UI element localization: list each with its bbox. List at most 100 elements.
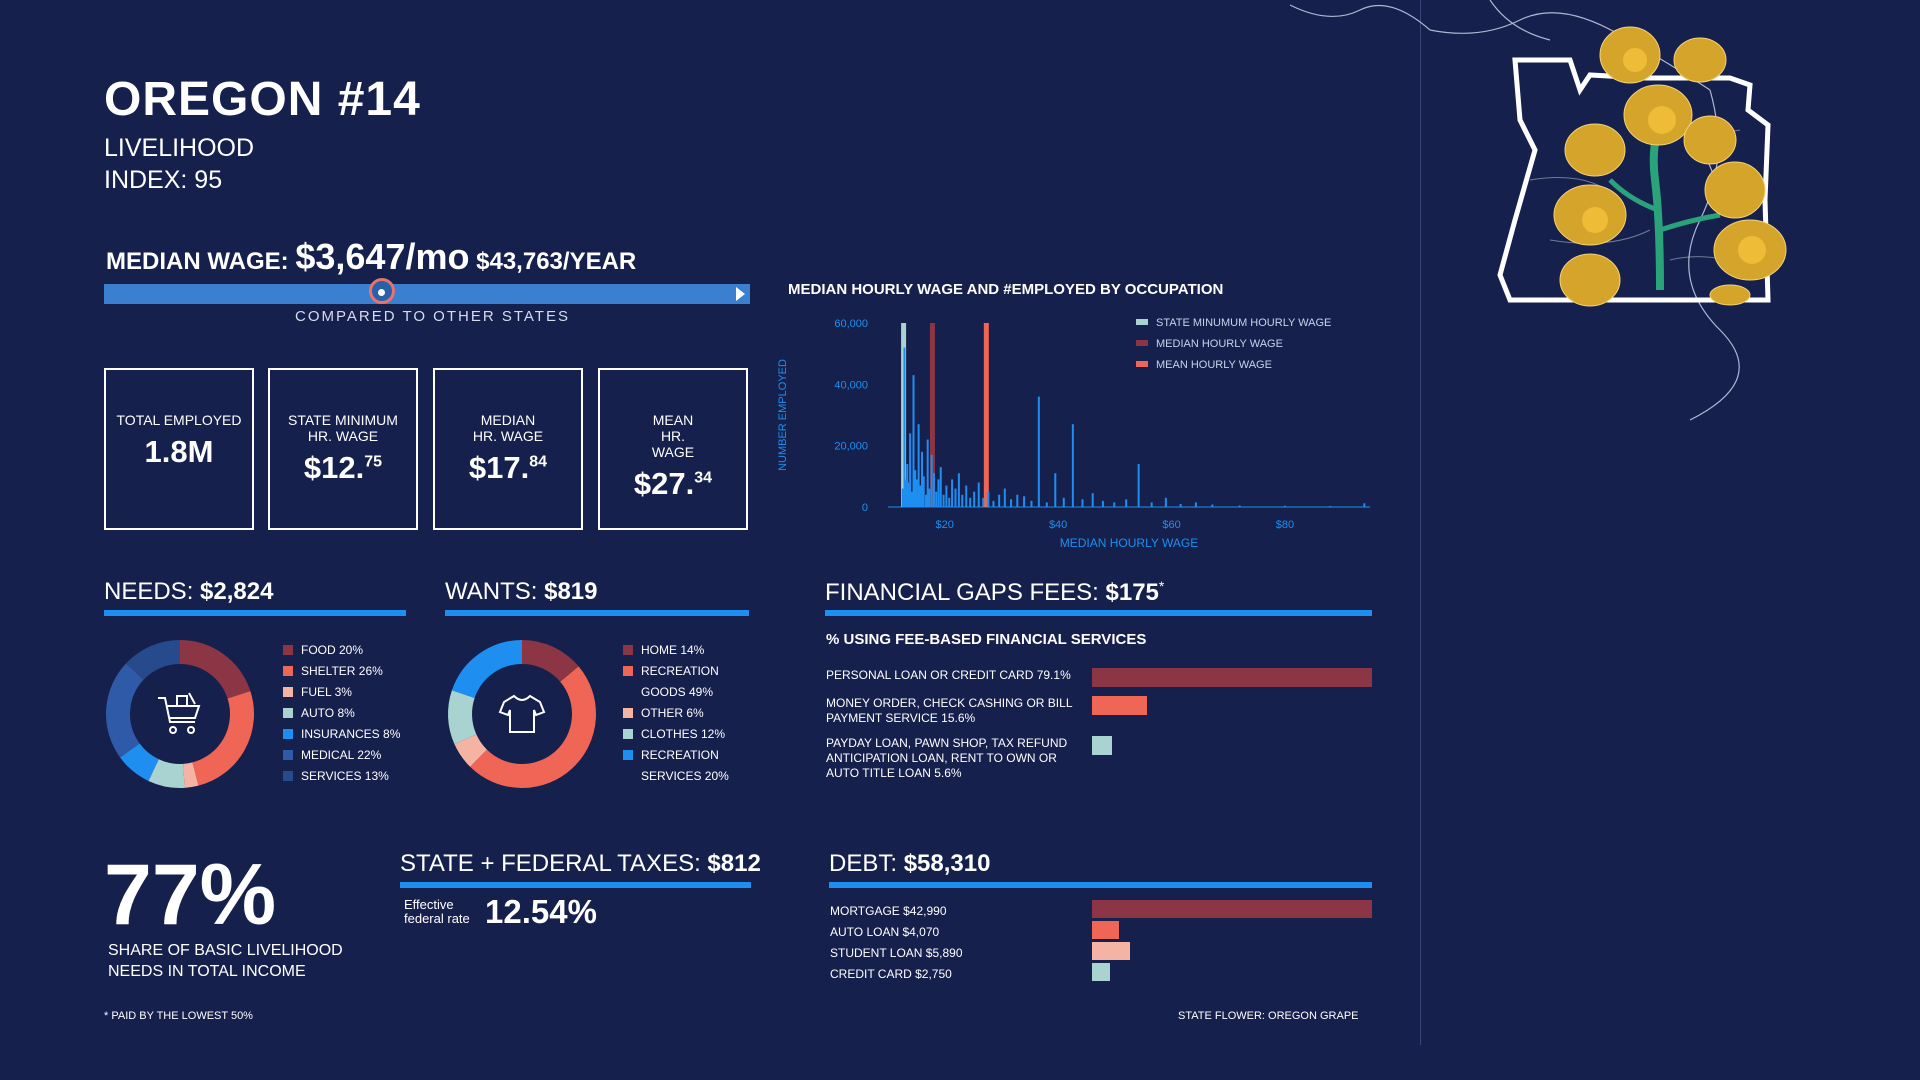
donut-slice (191, 691, 254, 786)
legend-swatch (283, 666, 293, 676)
chart-bar (973, 491, 976, 507)
legend-swatch (283, 750, 293, 760)
x-axis-label: MEDIAN HOURLY WAGE (1060, 536, 1198, 550)
chart-bar (909, 433, 912, 507)
chart-bar (912, 375, 915, 507)
kpi-mean-hourly-wage: MEAN HR. WAGE $27.34 (598, 368, 748, 530)
oregon-state-flower-illustration (1290, 0, 1787, 421)
legend-item: AUTO 8% (283, 703, 400, 724)
legend-swatch (623, 708, 633, 718)
legend-swatch (623, 729, 633, 739)
legend-swatch (283, 708, 293, 718)
share-label: SHARE OF BASIC LIVELIHOOD NEEDS IN TOTAL… (108, 942, 343, 980)
legend-swatch (623, 666, 633, 676)
chart-legend-swatch (1136, 340, 1148, 346)
chart-bar (1194, 502, 1197, 507)
kpi-label: TOTAL EMPLOYED (116, 412, 242, 428)
chart-bar (977, 482, 980, 507)
chart-bar (901, 488, 904, 507)
legend-item: SERVICES 13% (283, 766, 400, 787)
needs-legend: FOOD 20% SHELTER 26% FUEL 3% AUTO 8% INSURAN… (283, 640, 400, 787)
chart-bar (1125, 499, 1128, 507)
chart-bar (965, 485, 968, 507)
chart-bar (935, 491, 938, 507)
chart-bar (910, 491, 913, 507)
legend-item: FUEL 3% (283, 682, 400, 703)
chart-bar (948, 497, 951, 507)
kpi-value: $17.84 (468, 450, 548, 485)
chart-bar (904, 479, 907, 507)
chart-bar (1023, 496, 1026, 507)
donut-slice (182, 762, 199, 788)
chart-bar (1211, 504, 1214, 507)
chart-bar (1179, 503, 1182, 507)
chart-bar (1030, 500, 1033, 507)
chart-bar (1010, 499, 1013, 507)
chart-bar (932, 473, 935, 507)
legend-label: SHELTER 26% (301, 664, 383, 678)
chart-bar (998, 494, 1001, 507)
legend-item: RECREATION SERVICES 20% (623, 745, 751, 787)
wants-donut-chart (448, 640, 596, 788)
legend-item: RECREATION GOODS 49% (623, 661, 751, 703)
bar (1092, 921, 1119, 939)
legend-item: FOOD 20% (283, 640, 400, 661)
chart-bar (1054, 473, 1057, 507)
subtitle-line-2: INDEX: 95 (104, 166, 223, 194)
y-tick-label: 0 (862, 502, 868, 514)
legend-label: MEDICAL 22% (301, 748, 382, 762)
chart-bar (1113, 502, 1116, 507)
wants-legend: HOME 14% RECREATION GOODS 49% OTHER 6% CLOT… (623, 640, 751, 787)
donut-slice (454, 733, 488, 767)
subtitle-line-1: LIVELIHOOD (104, 134, 255, 162)
fees-subtitle: % USING FEE-BASED FINANCIAL SERVICES (826, 631, 1147, 648)
needs-rule (104, 610, 406, 616)
bar (1092, 668, 1372, 687)
bar-label: PERSONAL LOAN OR CREDIT CARD 79.1% (826, 668, 1071, 682)
bar-label: CREDIT CARD $2,750 (830, 967, 952, 981)
legend-swatch (283, 645, 293, 655)
taxes-rule (400, 882, 751, 888)
donut-slice (179, 640, 251, 700)
donut-slice (126, 640, 181, 681)
chart-bar (1137, 464, 1140, 507)
x-tick-label: $60 (1162, 519, 1180, 531)
chart-bar (924, 494, 927, 507)
legend-label: CLOTHES 12% (641, 727, 726, 741)
compare-bar-arrow-icon (736, 287, 745, 301)
compare-bar-marker-dot (378, 289, 386, 296)
chart-bar (1363, 503, 1366, 507)
chart-bar (951, 479, 954, 507)
chart-legend-label: MEAN HOURLY WAGE (1156, 359, 1272, 371)
chart-bar (930, 454, 933, 507)
chart-bar (1101, 500, 1104, 507)
chart-bar (1003, 488, 1006, 507)
chart-bar (1283, 505, 1286, 507)
taxes-rate-value: 12.54% (485, 893, 597, 930)
legend-label: RECREATION GOODS 49% (641, 664, 719, 699)
chart-bar (1037, 396, 1040, 507)
legend-label: AUTO 8% (301, 706, 355, 720)
t-shirt-icon (498, 694, 546, 733)
kpi-label: MEDIAN HR. WAGE (472, 412, 544, 444)
y-tick-label: 60,000 (834, 318, 868, 330)
chart-bar (1062, 497, 1065, 507)
chart-bar (921, 451, 924, 507)
y-tick-label: 40,000 (834, 379, 868, 391)
legend-item: MEDICAL 22% (283, 745, 400, 766)
chart-bar (1164, 497, 1167, 507)
legend-item: HOME 14% (623, 640, 751, 661)
chart-bar (1081, 499, 1084, 507)
taxes-heading: STATE + FEDERAL TAXES: $812 (400, 850, 761, 877)
median-wage-heading: MEDIAN WAGE: $3,647/mo $43,763/YEAR (106, 236, 636, 278)
x-tick-label: $80 (1276, 519, 1294, 531)
compare-bar (104, 284, 750, 304)
panel-divider (1420, 0, 1421, 1045)
page-title: OREGON #14 (104, 73, 421, 126)
legend-swatch (283, 687, 293, 697)
chart-legend-label: MEDIAN HOURLY WAGE (1156, 338, 1283, 350)
wants-rule (445, 610, 749, 616)
chart-bar (922, 476, 925, 507)
chart-bar (1238, 505, 1241, 507)
chart-bar (945, 485, 948, 507)
